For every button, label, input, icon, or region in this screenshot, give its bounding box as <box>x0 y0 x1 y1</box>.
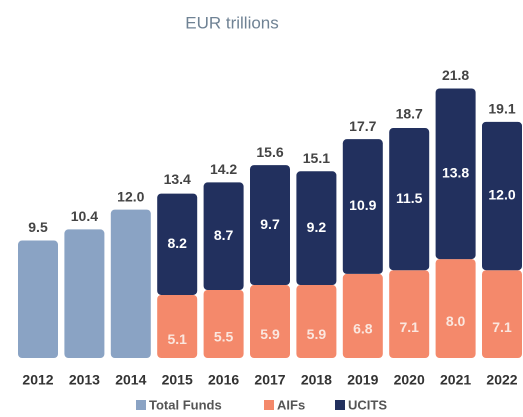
legend-swatch <box>136 400 146 410</box>
total-label: 15.6 <box>256 144 283 160</box>
value-label: 10.4 <box>71 208 98 224</box>
bar-segment <box>389 270 430 358</box>
legend: Total Funds AIFs UCITS <box>136 397 387 412</box>
x-tick-label: 2015 <box>162 372 193 388</box>
legend-label: AIFs <box>277 397 305 412</box>
x-tick-label: 2016 <box>208 372 239 388</box>
x-tick-label: 2021 <box>440 372 471 388</box>
bar-segment <box>296 285 337 358</box>
x-tick-label: 2013 <box>69 372 100 388</box>
x-tick-label: 2018 <box>301 372 332 388</box>
legend-swatch <box>264 400 274 410</box>
total-label: 21.8 <box>442 67 469 83</box>
total-label: 19.1 <box>488 101 515 117</box>
bar-segment <box>435 88 476 260</box>
x-tick-label: 2014 <box>115 372 146 388</box>
bar-segment <box>18 240 58 358</box>
bar-segment <box>342 139 383 274</box>
chart-subtitle: EUR trillions <box>185 13 279 32</box>
value-label: 10.9 <box>349 197 376 213</box>
bar-segment <box>435 259 476 358</box>
x-tick-label: 2012 <box>22 372 53 388</box>
value-label: 5.1 <box>167 331 187 347</box>
value-label: 9.7 <box>260 216 280 232</box>
total-label: 17.7 <box>349 118 376 134</box>
legend-label: Total Funds <box>149 397 222 412</box>
value-label: 11.5 <box>396 190 423 206</box>
legend-label: UCITS <box>348 397 387 412</box>
bar-segment <box>203 182 244 290</box>
value-label: 8.2 <box>167 235 187 251</box>
x-tick-label: 2022 <box>486 372 517 388</box>
x-tick-label: 2017 <box>254 372 285 388</box>
bar-segment <box>250 285 290 358</box>
total-label: 15.1 <box>303 150 330 166</box>
value-label: 9.5 <box>28 219 48 235</box>
value-label: 12.0 <box>488 187 515 203</box>
bar-segment <box>157 193 198 295</box>
total-label: 18.7 <box>396 106 423 122</box>
bar-segment <box>482 270 522 358</box>
x-tick-label: 2019 <box>347 372 378 388</box>
value-label: 7.1 <box>399 319 419 335</box>
value-label: 13.8 <box>442 164 469 180</box>
bar-segment <box>157 294 198 358</box>
bar-segment <box>250 165 290 286</box>
value-label: 6.8 <box>353 321 373 337</box>
bar-segment <box>64 229 105 358</box>
bar-segment <box>389 128 430 271</box>
bar-segment <box>482 121 522 271</box>
bar-segment <box>110 209 151 358</box>
value-label: 12.0 <box>117 188 144 204</box>
x-tick-label: 2020 <box>394 372 425 388</box>
value-label: 9.2 <box>307 219 327 235</box>
bar-segment <box>203 290 244 358</box>
bar-segment <box>296 171 337 286</box>
bar-segment <box>342 273 383 358</box>
value-label: 7.1 <box>492 319 512 335</box>
value-label: 8.7 <box>214 227 234 243</box>
value-label: 8.0 <box>446 313 466 329</box>
value-label: 5.9 <box>260 326 280 342</box>
total-label: 13.4 <box>164 171 191 187</box>
legend-swatch <box>335 400 345 410</box>
total-label: 14.2 <box>210 161 237 177</box>
value-label: 5.5 <box>214 329 234 345</box>
value-label: 5.9 <box>307 326 327 342</box>
